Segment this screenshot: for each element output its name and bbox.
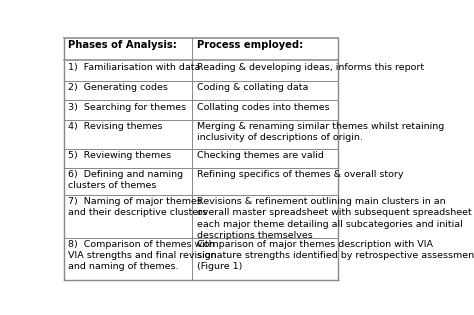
Text: Comparison of major themes description with VIA
signature strengths identified b: Comparison of major themes description w…	[197, 240, 474, 271]
Text: 2)  Generating codes: 2) Generating codes	[68, 83, 168, 93]
Text: Merging & renaming similar themes whilst retaining
inclusivity of descriptions o: Merging & renaming similar themes whilst…	[197, 122, 444, 142]
Text: 5)  Reviewing themes: 5) Reviewing themes	[68, 151, 171, 160]
Text: Reading & developing ideas, informs this report: Reading & developing ideas, informs this…	[197, 63, 424, 72]
Text: Collating codes into themes: Collating codes into themes	[197, 103, 329, 112]
Text: 6)  Defining and naming
clusters of themes: 6) Defining and naming clusters of theme…	[68, 170, 183, 191]
Text: Checking themes are valid: Checking themes are valid	[197, 151, 324, 160]
Text: 4)  Revising themes: 4) Revising themes	[68, 122, 163, 131]
Text: Process employed:: Process employed:	[197, 40, 303, 50]
Text: Refining specifics of themes & overall story: Refining specifics of themes & overall s…	[197, 170, 403, 179]
Text: 7)  Naming of major themes
and their descriptive clusters: 7) Naming of major themes and their desc…	[68, 197, 207, 217]
Text: 1)  Familiarisation with data: 1) Familiarisation with data	[68, 63, 201, 72]
Text: Revisions & refinement outlining main clusters in an
overall master spreadsheet : Revisions & refinement outlining main cl…	[197, 197, 474, 240]
Text: 3)  Searching for themes: 3) Searching for themes	[68, 103, 186, 112]
Text: Coding & collating data: Coding & collating data	[197, 83, 308, 93]
Text: Phases of Analysis:: Phases of Analysis:	[68, 40, 177, 50]
Text: 8)  Comparison of themes with
VIA strengths and final revision
and naming of the: 8) Comparison of themes with VIA strengt…	[68, 240, 217, 271]
